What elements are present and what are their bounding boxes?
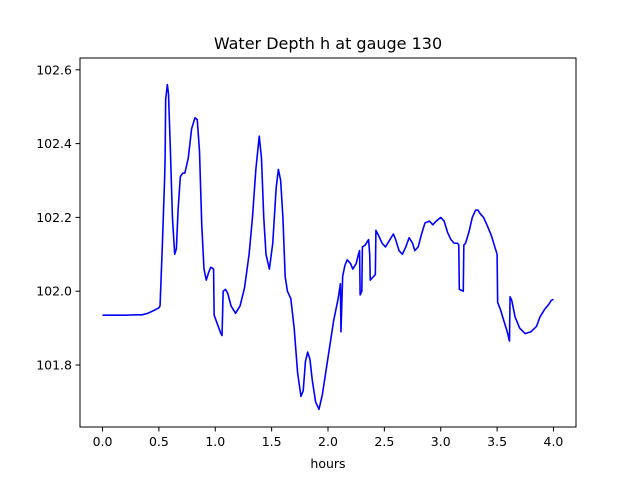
plot-frame (79, 57, 577, 428)
chart-title: Water Depth h at gauge 130 (214, 34, 442, 53)
series-line (102, 83, 554, 411)
x-tick-label: 0.0 (93, 434, 113, 449)
y-axis: 101.8 102.0 102.2 102.4 102.6 (36, 62, 80, 373)
x-tick-label: 1.0 (205, 434, 225, 449)
x-tick-label: 3.5 (487, 434, 507, 449)
x-tick-label: 4.0 (544, 434, 564, 449)
x-axis-label: hours (310, 456, 345, 471)
y-tick-label: 102.0 (36, 284, 72, 299)
x-tick-label: 0.5 (149, 434, 169, 449)
plot-area (102, 83, 554, 411)
x-tick-label: 3.0 (431, 434, 451, 449)
x-tick-label: 1.5 (262, 434, 282, 449)
x-tick-label: 2.0 (318, 434, 338, 449)
y-tick-label: 101.8 (36, 358, 72, 373)
x-tick-label: 2.5 (374, 434, 394, 449)
y-tick-label: 102.6 (36, 62, 72, 77)
x-axis: 0.0 0.5 1.0 1.5 2.0 2.5 3.0 3.5 4.0 (93, 427, 564, 449)
y-tick-label: 102.2 (36, 210, 72, 225)
y-tick-label: 102.4 (36, 136, 72, 151)
